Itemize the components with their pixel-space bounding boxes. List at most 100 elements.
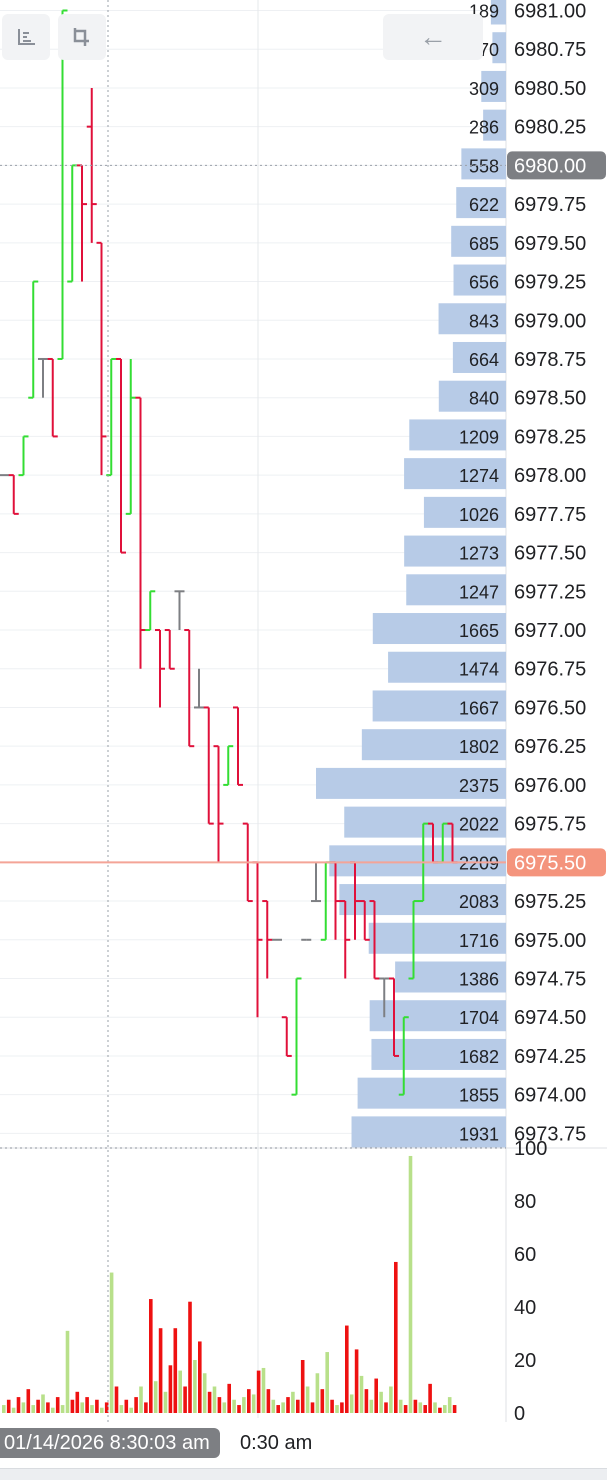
volume-bar <box>31 1405 35 1413</box>
x-axis-label: 0:30 am <box>240 1432 313 1454</box>
volume-bar <box>286 1397 290 1413</box>
volume-bar <box>168 1365 173 1413</box>
axis-icon[interactable] <box>2 14 50 60</box>
volume-bar <box>315 1373 320 1413</box>
price-bar <box>398 1016 409 1096</box>
volume-bar <box>379 1391 383 1413</box>
price-bar <box>47 357 58 438</box>
volume-bar <box>266 1389 271 1413</box>
volume-bar <box>281 1402 285 1413</box>
volume-tick-label: 20 <box>514 1350 536 1372</box>
volume-bar <box>95 1399 99 1413</box>
crosshair-price-tag <box>507 151 606 180</box>
price-tick-label: 6976.00 <box>514 775 586 797</box>
volume-bar <box>408 1155 413 1413</box>
profile-volume-label: 1802 <box>459 737 499 757</box>
profile-bar <box>372 690 506 722</box>
volume-tick-label: 60 <box>514 1244 536 1266</box>
price-tick-label: 6980.50 <box>514 78 586 100</box>
price-bar <box>281 1016 292 1057</box>
volume-bar <box>374 1378 378 1413</box>
volume-bar <box>237 1405 241 1413</box>
volume-bar <box>119 1405 124 1413</box>
volume-bar <box>330 1399 334 1413</box>
volume-bar <box>134 1397 138 1413</box>
price-bar <box>369 900 380 980</box>
profile-volume-label: 1209 <box>459 427 499 447</box>
price-bar <box>194 668 204 709</box>
price-bar <box>408 900 419 980</box>
price-tick-label: 6975.75 <box>514 814 586 836</box>
volume-bar <box>60 1405 65 1413</box>
volume-bar <box>188 1301 192 1413</box>
profile-volume-label: 558 <box>469 156 499 176</box>
profile-volume-label: 622 <box>469 195 499 215</box>
volume-bar <box>452 1405 457 1413</box>
volume-axis[interactable]: 100 80 60 40 20 0 <box>514 1138 547 1425</box>
volume-bar <box>423 1405 427 1413</box>
volume-bar <box>276 1405 280 1413</box>
profile-volume-label: 1247 <box>459 582 499 602</box>
volume-bar <box>251 1394 256 1413</box>
price-tick-label: 6981.00 <box>514 1 586 23</box>
price-bar <box>57 9 68 360</box>
volume-bar <box>354 1349 359 1413</box>
profile-bar <box>388 651 506 683</box>
volume-bar <box>109 1272 114 1413</box>
price-bar <box>233 706 243 786</box>
volume-bar <box>75 1391 80 1413</box>
price-bar <box>67 164 78 283</box>
price-bar <box>116 357 126 554</box>
current-price-tag <box>507 848 606 877</box>
volume-tick-label: 0 <box>514 1403 525 1425</box>
volume-bar <box>325 1352 329 1413</box>
volume-bar <box>247 1389 251 1413</box>
profile-volume-label: 1273 <box>459 544 499 564</box>
volume-bar <box>305 1386 310 1413</box>
volume-bar <box>2 1405 6 1413</box>
profile-volume-label: 2375 <box>459 776 499 796</box>
price-bar <box>38 357 48 398</box>
profile-volume-label: 1682 <box>459 1047 499 1067</box>
price-bar <box>184 629 195 748</box>
profile-bar <box>438 303 506 335</box>
volume-bar <box>413 1399 418 1413</box>
profile-volume-label: 1386 <box>459 970 499 990</box>
volume-bar <box>100 1407 104 1413</box>
price-bar <box>8 474 19 515</box>
volume-bar <box>291 1391 295 1413</box>
price-bar <box>155 629 165 708</box>
profile-bar <box>369 1000 506 1032</box>
left-arrow-icon[interactable]: ← <box>383 14 483 60</box>
volume-bar <box>85 1397 89 1413</box>
volume-bar <box>139 1386 143 1413</box>
price-bar <box>223 745 234 786</box>
profile-volume-label: 840 <box>469 389 499 409</box>
profile-volume-label: 843 <box>469 311 499 331</box>
volume-bar <box>320 1389 325 1413</box>
price-bar <box>174 590 185 631</box>
profile-bar <box>452 341 506 373</box>
volume-bar <box>418 1402 423 1413</box>
profile-bar <box>409 419 506 451</box>
profile-volume-label: 656 <box>469 273 499 293</box>
price-tick-label: 6977.25 <box>514 581 586 603</box>
volume-bar <box>212 1386 217 1413</box>
price-tick-label: 6980.00 <box>514 155 586 177</box>
volume-bar <box>36 1399 40 1413</box>
profile-volume-label: 1716 <box>459 931 499 951</box>
volume-bar <box>359 1375 364 1413</box>
volume-bar <box>114 1386 119 1413</box>
volume-bar <box>51 1407 55 1413</box>
price-tick-label: 6973.75 <box>514 1123 586 1145</box>
volume-bar <box>80 1402 84 1413</box>
crop-icon[interactable] <box>58 14 106 60</box>
volume-bar <box>398 1399 403 1413</box>
price-axis[interactable]: 6981.00 6980.75 6980.50 6980.25 6980.00 6979.… <box>507 1 606 1146</box>
profile-bar <box>361 729 506 761</box>
price-tick-label: 6976.25 <box>514 736 586 758</box>
volume-bar <box>153 1381 158 1413</box>
price-bar <box>340 900 351 979</box>
volume-bar <box>296 1399 300 1413</box>
